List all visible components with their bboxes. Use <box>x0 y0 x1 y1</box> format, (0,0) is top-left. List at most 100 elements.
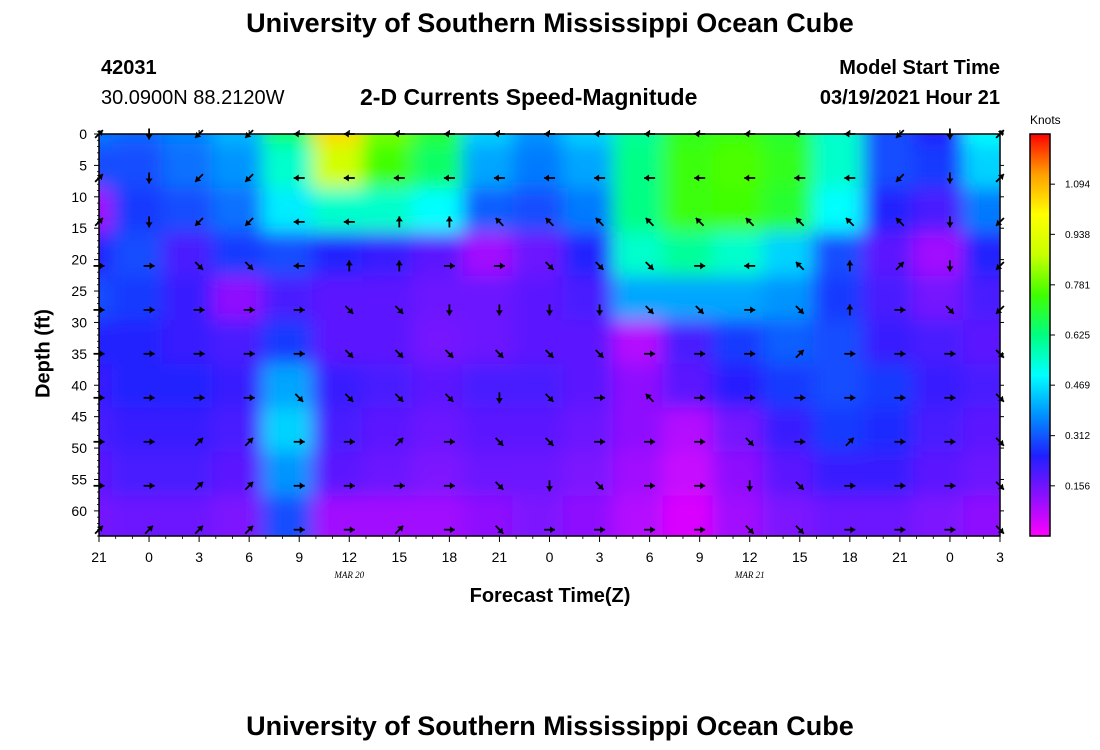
current-arrow <box>694 482 706 490</box>
arrow-head <box>950 482 956 490</box>
current-arrow <box>495 392 503 404</box>
current-arrow <box>894 438 906 446</box>
y-tick-label: 30 <box>71 314 87 330</box>
arrow-head <box>750 350 756 358</box>
arrow-head <box>447 351 454 358</box>
current-arrow <box>193 350 205 358</box>
arrow-head <box>449 526 455 534</box>
arrow-head <box>795 218 802 225</box>
arrow-head <box>343 174 349 182</box>
arrow-head <box>145 178 153 184</box>
current-arrow <box>544 174 555 182</box>
current-arrow <box>844 350 856 358</box>
current-arrow <box>143 350 155 358</box>
current-arrow <box>846 304 854 316</box>
arrow-head <box>149 482 155 490</box>
x-date-label: MAR 20 <box>333 570 364 580</box>
arrow-head <box>650 526 656 534</box>
current-arrow <box>645 305 655 315</box>
current-arrow <box>393 482 405 490</box>
current-arrow <box>293 262 305 270</box>
current-arrow <box>293 174 305 182</box>
current-arrow <box>544 349 555 359</box>
current-arrow <box>944 526 956 534</box>
arrow-head <box>597 483 604 490</box>
arrow-head <box>647 263 654 270</box>
current-arrow <box>544 437 555 447</box>
arrow-head <box>249 306 255 314</box>
arrow-head <box>99 394 105 402</box>
current-arrow <box>844 526 856 534</box>
arrow-head <box>247 437 254 444</box>
current-arrow <box>444 393 454 403</box>
current-arrow <box>795 261 805 271</box>
current-arrow <box>844 482 856 490</box>
arrow-head <box>750 394 756 402</box>
arrow-head <box>197 481 203 488</box>
current-arrow <box>794 438 806 446</box>
arrow-head <box>199 394 205 402</box>
x-tick-label: 21 <box>492 549 508 565</box>
model-start-value: 03/19/2021 Hour 21 <box>819 87 1000 109</box>
current-arrow <box>395 216 403 228</box>
current-arrow <box>394 349 404 359</box>
current-arrow <box>795 349 805 359</box>
arrow-head <box>800 394 806 402</box>
colorbar-tick-label: 0.625 <box>1065 331 1090 342</box>
colorbar: 1.094 0.938 0.781 0.625 0.469 0.312 0.156 <box>1029 133 1090 537</box>
current-arrow <box>794 394 806 402</box>
x-tick-label: 0 <box>546 549 554 565</box>
current-arrow <box>144 525 154 535</box>
current-arrow <box>594 394 606 402</box>
arrow-head <box>600 526 606 534</box>
current-arrow <box>546 304 553 316</box>
arrow-head <box>644 174 650 182</box>
current-arrow <box>345 260 353 272</box>
current-arrow <box>394 437 404 447</box>
current-arrow <box>495 304 503 316</box>
current-arrow <box>445 216 453 228</box>
current-arrow <box>145 216 153 228</box>
current-arrow <box>644 174 656 182</box>
current-arrow <box>844 174 856 182</box>
arrow-head <box>850 526 856 534</box>
arrow-head <box>695 218 702 225</box>
current-arrow <box>194 437 204 447</box>
x-date-label: MAR 21 <box>734 570 765 580</box>
current-arrow <box>393 174 405 182</box>
x-tick-label: 0 <box>946 549 954 565</box>
current-arrow <box>244 261 254 271</box>
arrow-head <box>349 482 355 490</box>
current-arrow <box>244 481 254 491</box>
x-tick-label: 18 <box>842 549 858 565</box>
current-arrow <box>244 173 254 183</box>
current-arrow <box>544 217 555 227</box>
arrow-head <box>245 219 252 226</box>
arrow-head <box>495 218 502 225</box>
current-arrow <box>143 262 155 270</box>
current-arrow <box>394 525 404 535</box>
arrow-head <box>797 483 804 490</box>
current-arrow <box>143 438 155 446</box>
current-arrow <box>694 262 706 270</box>
current-arrow <box>145 172 153 184</box>
arrow-head <box>497 527 504 534</box>
current-arrow <box>944 350 956 358</box>
arrow-head <box>550 526 555 534</box>
arrow-head <box>247 525 254 532</box>
current-arrow <box>443 262 455 270</box>
arrow-head <box>345 260 353 266</box>
current-arrow <box>194 261 204 271</box>
arrow-head <box>347 395 354 402</box>
x-tick-label: 12 <box>341 549 357 565</box>
y-tick-label: 15 <box>71 220 87 236</box>
current-arrow <box>493 174 505 182</box>
current-arrow <box>795 217 805 227</box>
arrow-head <box>845 218 852 225</box>
current-arrow <box>894 350 906 358</box>
arrow-head <box>449 482 455 490</box>
arrow-head <box>547 395 554 402</box>
arrow-head <box>950 394 956 402</box>
current-arrow <box>194 217 204 227</box>
